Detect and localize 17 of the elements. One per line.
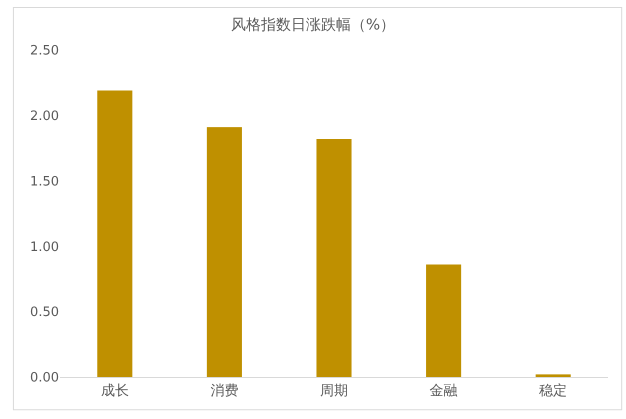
y-tick-label: 2.50 [30, 44, 59, 59]
y-tick-label: 2.00 [30, 108, 59, 124]
bar [316, 138, 352, 377]
bar [97, 90, 132, 377]
y-tick-label: 1.50 [30, 174, 59, 190]
x-tick-label: 周期 [320, 382, 348, 399]
bar [206, 127, 242, 377]
y-tick-label: 1.00 [30, 240, 59, 255]
x-tick-label: 消费 [210, 382, 238, 399]
bar [536, 374, 571, 377]
bar [426, 264, 462, 377]
x-tick-label: 稳定 [539, 382, 568, 399]
y-tick-label: 0.00 [30, 370, 59, 386]
x-tick-label: 金融 [430, 382, 458, 399]
y-tick-label: 0.50 [30, 305, 59, 320]
x-tick-label: 成长 [100, 382, 129, 399]
chart-title: 风格指数日涨跌幅（%） [230, 15, 396, 34]
